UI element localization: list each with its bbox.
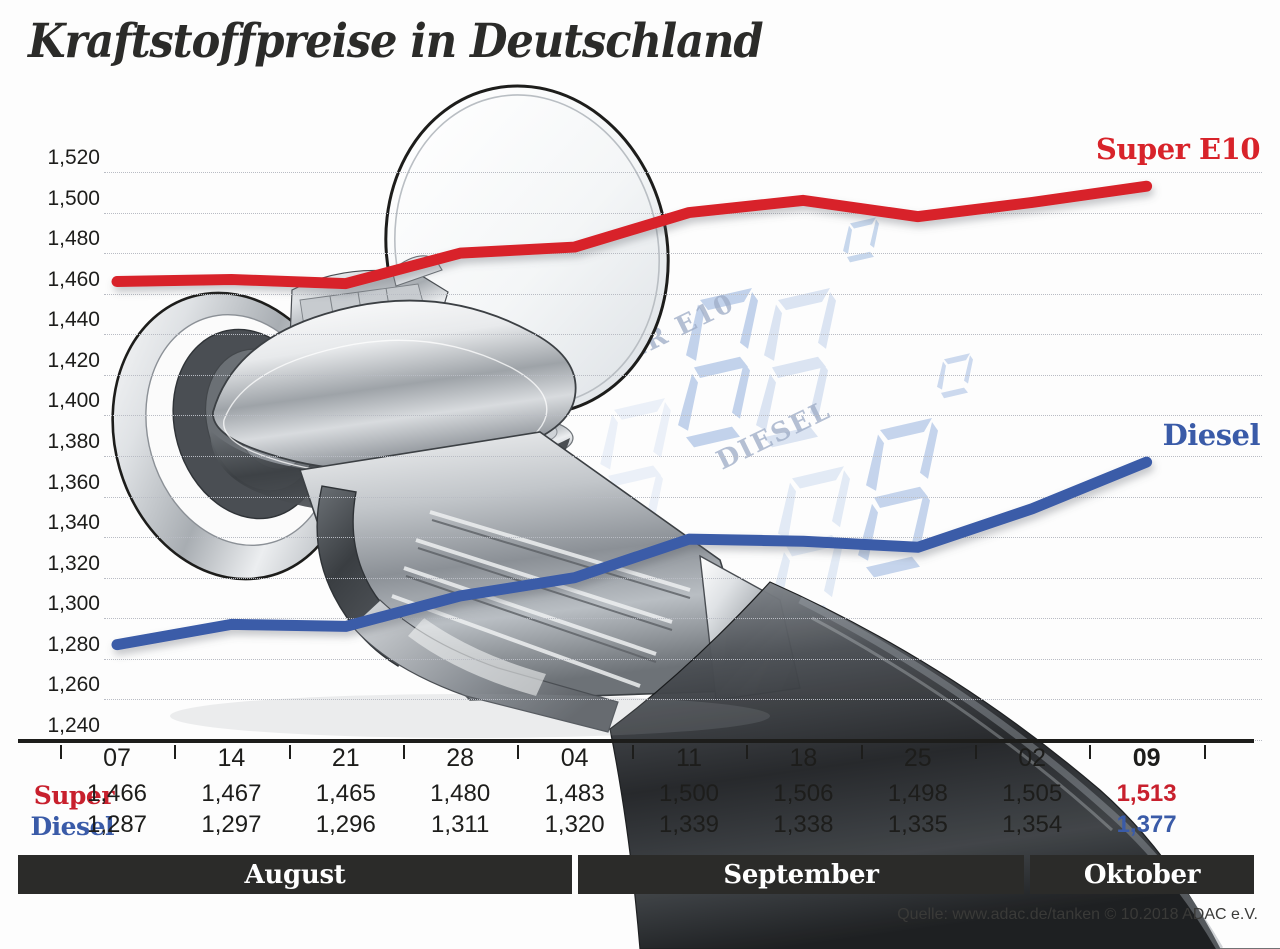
gridline xyxy=(104,456,1262,457)
month-bar: September xyxy=(578,855,1024,894)
table-cell-diesel: 1,377 xyxy=(1116,811,1177,838)
x-axis-label: 07 xyxy=(103,744,131,772)
x-axis-tick xyxy=(631,745,634,759)
x-axis-tick xyxy=(403,745,405,759)
table-row-label-diesel: Diesel xyxy=(30,812,114,841)
x-axis-tick xyxy=(1089,745,1092,759)
y-axis-tick-label: 1,340 xyxy=(47,511,100,535)
x-axis-label: 21 xyxy=(331,744,360,772)
x-axis-tick xyxy=(517,745,520,759)
y-axis-tick-label: 1,460 xyxy=(47,267,100,291)
price-board-graphic: SUPER E10 DIESEL xyxy=(560,217,973,626)
month-bar: Oktober xyxy=(1030,855,1254,894)
y-axis-tick-label: 1,440 xyxy=(47,308,100,332)
gridline xyxy=(104,618,1262,620)
table-cell-diesel: 1,297 xyxy=(201,811,262,838)
gridline xyxy=(104,253,1262,255)
gridline xyxy=(104,537,1262,539)
y-axis-tick-label: 1,240 xyxy=(47,714,100,737)
x-axis-tick xyxy=(59,745,62,759)
page-title: Kraftstoffpreise in Deutschland xyxy=(28,14,764,69)
table-cell-super: 1,498 xyxy=(887,780,948,807)
y-axis-tick-label: 1,360 xyxy=(47,470,100,494)
series-line-diesel xyxy=(111,456,1153,651)
x-axis-tick xyxy=(1203,745,1206,759)
gridline xyxy=(104,293,1262,295)
y-axis-tick-label: 1,380 xyxy=(47,430,100,453)
x-axis-tick xyxy=(975,745,977,759)
table-cell-diesel: 1,320 xyxy=(544,811,605,838)
y-axis-tick-label: 1,500 xyxy=(47,186,100,210)
y-axis-tick-label: 1,300 xyxy=(47,592,100,616)
table-cell-super: 1,500 xyxy=(658,780,720,807)
gridline xyxy=(104,212,1262,214)
month-bar: August xyxy=(18,855,572,894)
table-cell-super: 1,467 xyxy=(201,780,262,807)
gridline xyxy=(104,577,1262,579)
x-axis-label: 14 xyxy=(217,744,246,772)
board-super-label: SUPER E10 xyxy=(560,288,740,396)
x-axis-tick xyxy=(746,745,749,759)
y-axis-tick-label: 1,400 xyxy=(47,389,100,413)
table-cell-diesel: 1,339 xyxy=(658,811,720,838)
table-cell-diesel: 1,287 xyxy=(86,811,148,838)
table-cell-super: 1,483 xyxy=(544,780,605,807)
x-axis-tick xyxy=(860,745,863,759)
x-axis-tick xyxy=(174,745,177,759)
x-axis-tick xyxy=(288,745,291,759)
source-note: Quelle: www.adac.de/tanken © 10.2018 ADA… xyxy=(897,906,1258,923)
series-label-super: Super E10 xyxy=(1095,132,1261,166)
y-axis-tick-label: 1,420 xyxy=(47,348,100,372)
table-cell-diesel: 1,338 xyxy=(773,811,834,838)
table-cell-super: 1,505 xyxy=(1002,780,1063,807)
x-axis-label: 11 xyxy=(676,744,702,772)
x-axis-label: 28 xyxy=(446,744,475,772)
gridline xyxy=(104,658,1262,660)
y-axis-tick-label: 1,520 xyxy=(47,146,100,169)
board-diesel-label: DIESEL xyxy=(712,395,836,476)
y-axis-tick-label: 1,480 xyxy=(47,227,100,251)
table-cell-diesel: 1,311 xyxy=(431,811,490,838)
gridline xyxy=(104,415,1262,417)
gridline xyxy=(104,374,1262,376)
gridline xyxy=(104,172,1262,173)
x-axis-label: 09 xyxy=(1132,744,1161,772)
table-row-label-super: Super xyxy=(33,781,115,810)
table-cell-diesel: 1,354 xyxy=(1002,811,1063,838)
table-cell-diesel: 1,335 xyxy=(887,811,948,838)
table-cell-diesel: 1,296 xyxy=(315,811,376,838)
series-label-diesel: Diesel xyxy=(1162,418,1261,452)
y-axis-tick-label: 1,320 xyxy=(47,551,100,575)
gridline xyxy=(104,334,1262,336)
series-line-super xyxy=(111,180,1153,290)
x-axis-label: 02 xyxy=(1018,744,1047,772)
x-axis-line xyxy=(18,739,1254,743)
y-axis-tick-label: 1,280 xyxy=(47,632,100,656)
table-cell-super: 1,513 xyxy=(1116,780,1177,807)
table-cell-super: 1,480 xyxy=(430,780,491,807)
table-cell-super: 1,506 xyxy=(773,780,834,807)
table-cell-super: 1,465 xyxy=(315,780,376,807)
table-cell-super: 1,466 xyxy=(86,780,148,807)
gridline xyxy=(104,699,1262,701)
x-axis-label: 18 xyxy=(789,744,818,772)
x-axis-label: 25 xyxy=(903,744,932,772)
x-axis-label: 04 xyxy=(560,744,589,772)
gridline xyxy=(104,496,1262,498)
y-axis-tick-label: 1,260 xyxy=(47,673,100,697)
